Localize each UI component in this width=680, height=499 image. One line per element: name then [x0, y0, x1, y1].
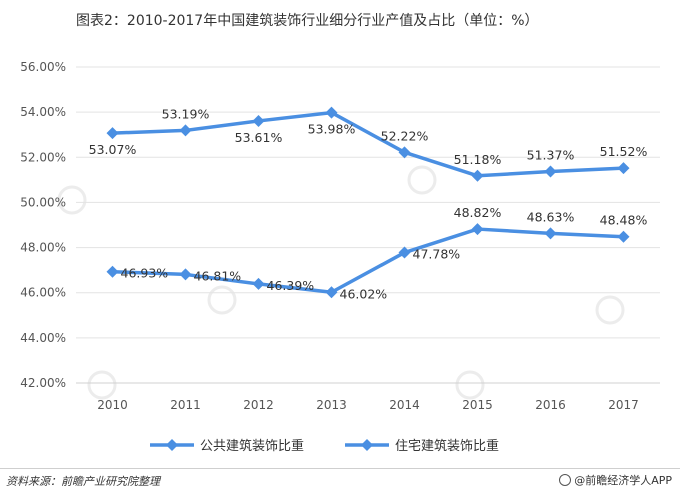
legend-item-2: 住宅建筑装饰比重: [345, 438, 499, 454]
y-tick-label: 50.00%: [20, 195, 66, 209]
legend-item-1: 公共建筑装饰比重: [150, 438, 304, 454]
data-label: 53.07%: [89, 142, 137, 157]
series-line: [112, 227, 624, 295]
data-point: [544, 227, 557, 240]
y-tick-label: 46.00%: [20, 286, 66, 300]
brand-text: @前瞻经济学人APP: [574, 474, 672, 487]
data-label: 53.98%: [308, 122, 356, 137]
legend-label: 住宅建筑装饰比重: [395, 438, 499, 454]
legend-label: 公共建筑装饰比重: [200, 438, 304, 454]
data-point: [617, 162, 630, 175]
x-tick-label: 2014: [389, 398, 420, 412]
data-point: [252, 277, 265, 290]
watermark-logo-icon: [207, 285, 237, 315]
data-point: [179, 124, 192, 137]
data-point: [398, 146, 411, 159]
x-tick-label: 2013: [316, 398, 347, 412]
data-point: [471, 169, 484, 182]
legend-marker: [361, 439, 373, 451]
data-point: [106, 127, 119, 140]
x-tick-label: 2010: [97, 398, 128, 412]
footer-divider: [0, 468, 680, 469]
y-tick-label: 54.00%: [20, 105, 66, 119]
watermark-logo-icon: [455, 370, 485, 400]
series-group: 53.07% 53.19% 53.61% 53.98% 52.22% 51.18% 51.3…: [89, 106, 648, 301]
data-point: [617, 230, 630, 243]
data-label: 48.63%: [527, 209, 575, 224]
data-label: 48.48%: [600, 213, 648, 228]
data-label: 47.78%: [413, 247, 461, 262]
data-point: [106, 265, 119, 278]
data-label: 53.19%: [162, 106, 210, 121]
watermark-logo-icon: [87, 370, 117, 400]
data-label: 46.81%: [194, 268, 242, 283]
gridlines: [76, 66, 660, 384]
data-label: 51.18%: [454, 152, 502, 167]
data-label: 46.02%: [340, 286, 388, 301]
series-1: 53.07% 53.19% 53.61% 53.98% 52.22% 51.18% 51.3…: [89, 106, 648, 182]
x-axis: 2010 2011 2012 2013 2014 2015 2016 2017: [97, 398, 639, 412]
y-tick-label: 42.00%: [20, 376, 66, 390]
data-label: 46.39%: [267, 278, 315, 293]
y-tick-label: 52.00%: [20, 150, 66, 164]
series-line: [112, 110, 624, 178]
series-2: 46.93% 46.81% 46.39% 46.02% 47.78% 48.82% 48.6…: [106, 205, 648, 301]
x-tick-label: 2012: [243, 398, 274, 412]
watermark-logo-icon: [595, 295, 625, 325]
brand-credit: @前瞻经济学人APP: [559, 472, 672, 488]
data-point: [544, 165, 557, 178]
data-label: 51.52%: [600, 144, 648, 159]
x-tick-label: 2016: [535, 398, 566, 412]
y-tick-label: 44.00%: [20, 331, 66, 345]
line-chart: 42.00% 44.00% 46.00% 48.00% 50.00% 52.00% 54.0…: [20, 60, 660, 454]
legend: 公共建筑装饰比重 住宅建筑装饰比重: [150, 438, 499, 454]
data-point: [179, 268, 192, 281]
data-point: [398, 246, 411, 259]
data-label: 46.93%: [121, 266, 169, 281]
brand-logo-icon: [559, 474, 572, 486]
data-label: 51.37%: [527, 148, 575, 163]
chart-title: 图表2：2010-2017年中国建筑装饰行业细分行业产值及占比（单位：%）: [76, 13, 539, 29]
data-label: 48.82%: [454, 205, 502, 220]
data-point: [252, 114, 265, 127]
data-point: [325, 106, 338, 119]
y-axis: 42.00% 44.00% 46.00% 48.00% 50.00% 52.00% 54.0…: [20, 60, 66, 390]
watermark-group: [57, 165, 625, 400]
data-label: 53.61%: [235, 130, 283, 145]
y-tick-label: 56.00%: [20, 60, 66, 74]
watermark-logo-icon: [57, 185, 87, 215]
x-tick-label: 2015: [462, 398, 493, 412]
x-tick-label: 2011: [170, 398, 201, 412]
legend-marker: [166, 439, 178, 451]
data-label: 52.22%: [381, 128, 429, 143]
x-tick-label: 2017: [608, 398, 639, 412]
watermark-logo-icon: [407, 165, 437, 195]
data-point: [471, 223, 484, 236]
data-point: [325, 286, 338, 299]
y-tick-label: 48.00%: [20, 241, 66, 255]
source-note: 资料来源：前瞻产业研究院整理: [6, 475, 160, 488]
